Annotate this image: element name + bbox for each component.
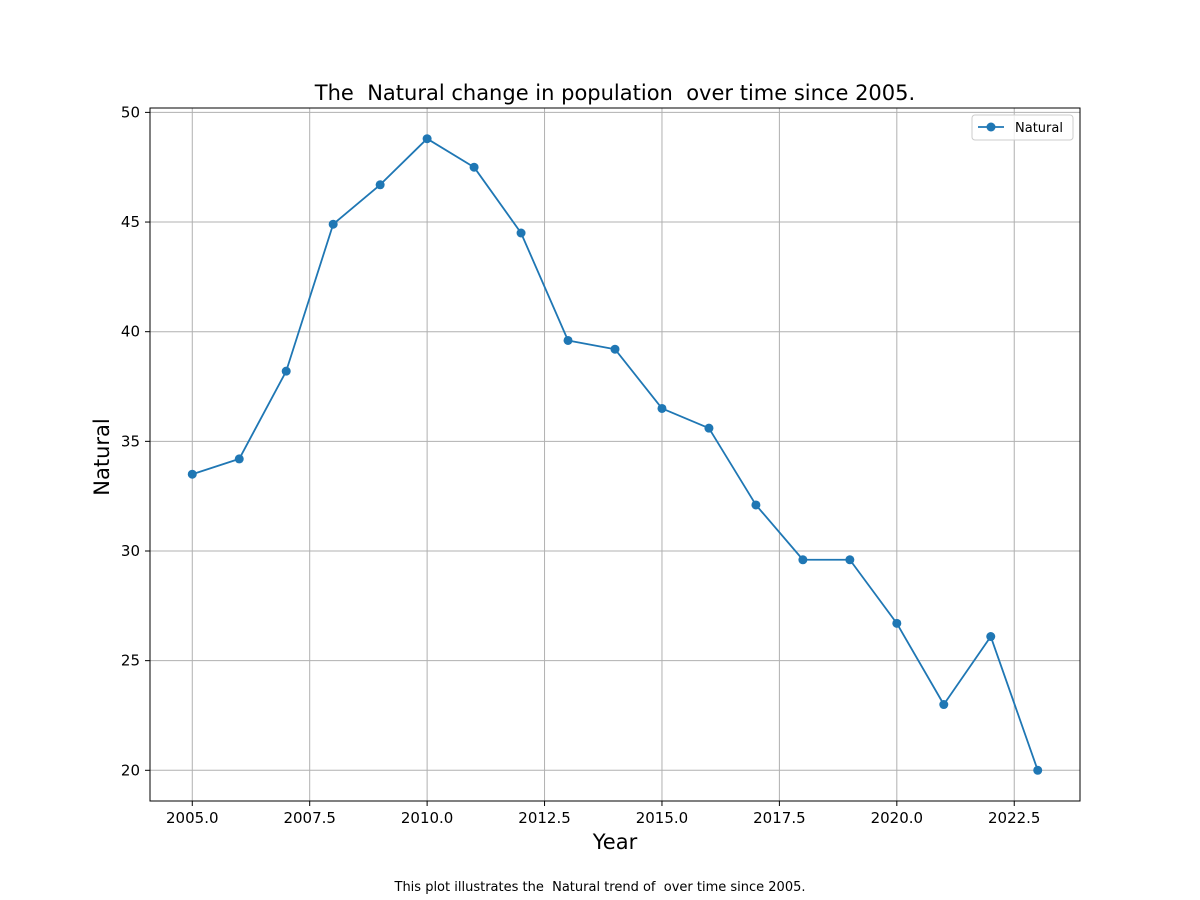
x-tick-label: 2005.0 [166, 809, 219, 827]
data-point [469, 162, 479, 172]
data-point [751, 500, 761, 510]
plot-frame [149, 107, 1081, 802]
data-point [234, 454, 244, 464]
x-tick-label: 2015.0 [636, 809, 689, 827]
y-axis-label: Natural [90, 418, 114, 495]
data-point [281, 366, 291, 376]
y-axis-ticks: 20 25 30 35 40 45 50 [121, 103, 150, 779]
y-tick-label: 40 [121, 323, 140, 341]
x-tick-label: 2017.5 [753, 809, 806, 827]
data-point [516, 228, 526, 238]
x-axis-label: Year [592, 830, 638, 854]
data-point [845, 555, 855, 565]
data-point [422, 134, 432, 144]
data-point [610, 344, 620, 354]
y-tick-label: 45 [121, 213, 140, 231]
x-tick-label: 2010.0 [401, 809, 454, 827]
y-tick-label: 50 [121, 103, 140, 121]
legend-entry-label: Natural [1015, 121, 1063, 136]
grid-lines [150, 108, 1080, 801]
x-tick-label: 2012.5 [518, 809, 571, 827]
y-tick-label: 25 [121, 652, 140, 670]
series-natural [187, 134, 1043, 775]
chart-title: The Natural change in population over ti… [314, 81, 915, 105]
data-point [328, 219, 338, 229]
x-tick-label: 2020.0 [871, 809, 924, 827]
chart-caption: This plot illustrates the Natural trend … [394, 880, 806, 895]
legend: Natural [971, 114, 1074, 141]
y-tick-label: 20 [121, 761, 140, 779]
x-tick-label: 2007.5 [283, 809, 336, 827]
x-axis-ticks: 2005.0 2007.5 2010.0 2012.5 2015.0 2017.5 2020… [166, 801, 1040, 827]
data-point [892, 618, 902, 628]
y-tick-label: 35 [121, 432, 140, 450]
x-tick-label: 2022.5 [988, 809, 1041, 827]
data-point [704, 423, 714, 433]
legend-marker-sample [986, 122, 996, 132]
data-point [939, 700, 949, 710]
data-point [657, 403, 667, 413]
data-point [798, 555, 808, 565]
axes [149, 107, 1081, 802]
legend-box [971, 114, 1074, 141]
data-point [563, 335, 573, 345]
y-tick-label: 30 [121, 542, 140, 560]
data-point [986, 632, 996, 642]
data-point [1033, 765, 1043, 775]
data-point [187, 469, 197, 479]
data-point [375, 180, 385, 190]
